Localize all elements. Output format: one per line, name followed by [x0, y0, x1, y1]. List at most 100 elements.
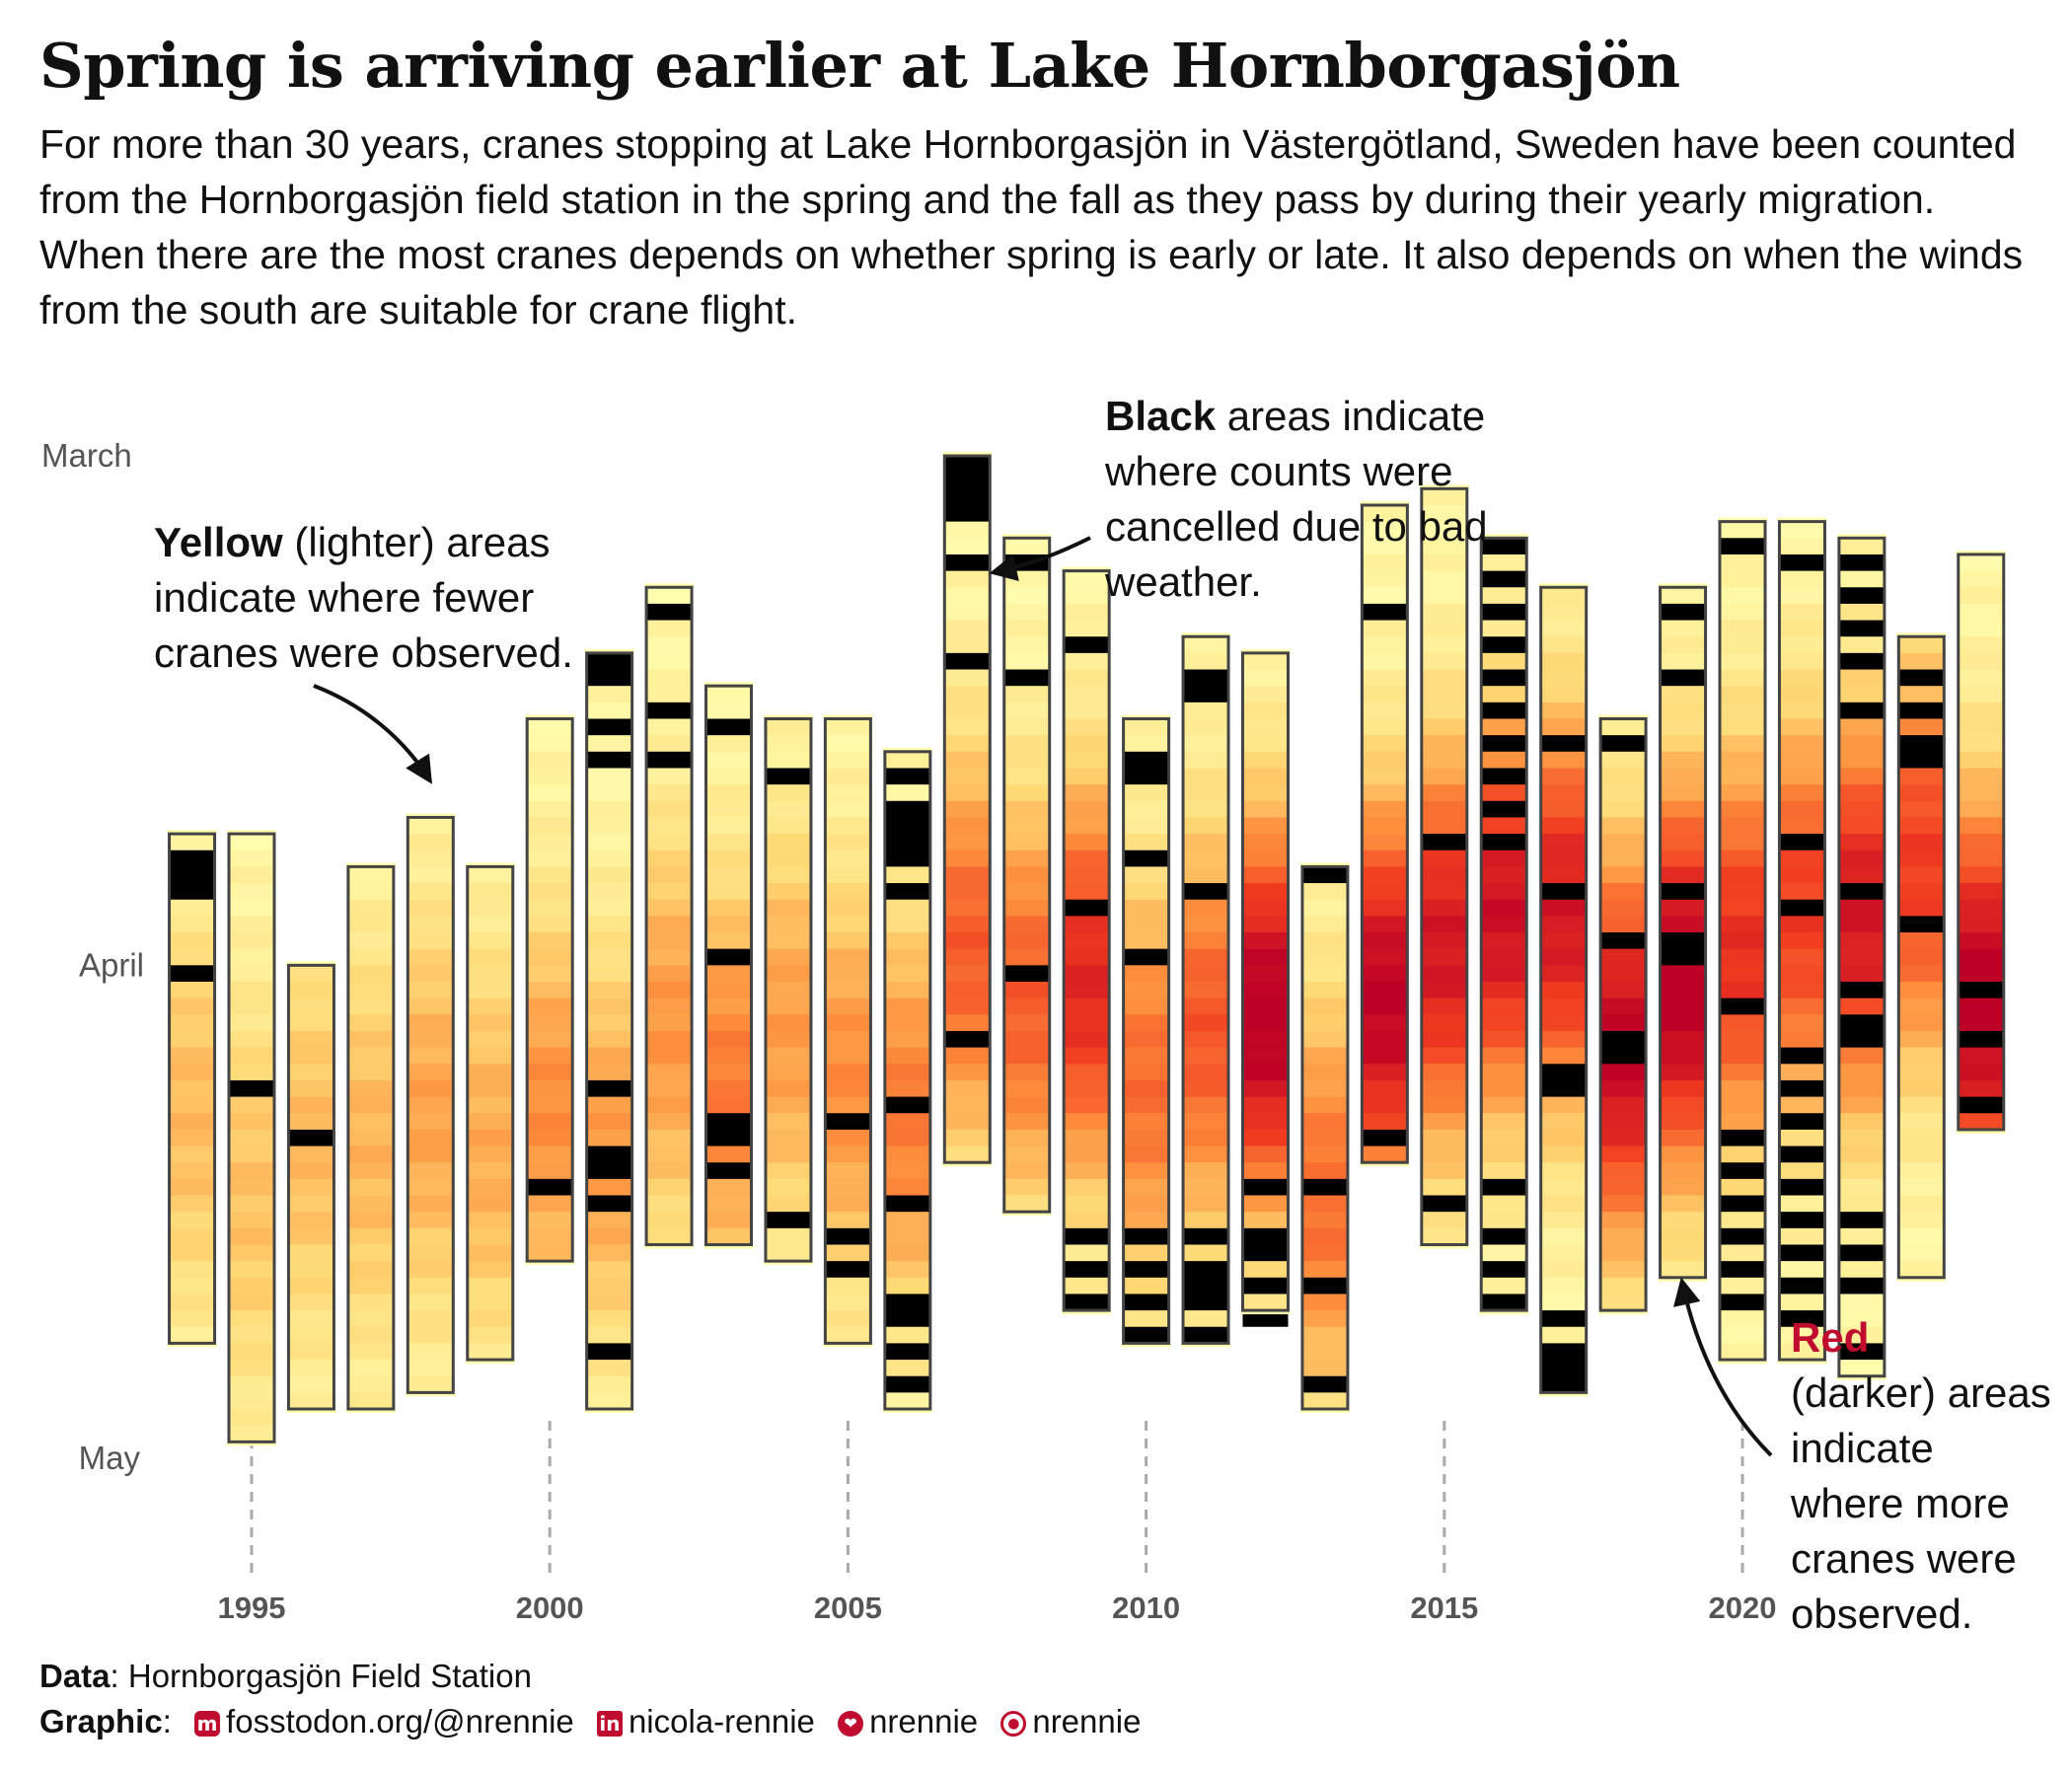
- count-cell: [1540, 652, 1587, 671]
- count-cell: [1481, 1212, 1527, 1229]
- count-cell: [1003, 1014, 1050, 1032]
- cancelled-cell: [1779, 1277, 1825, 1295]
- count-cell: [1838, 916, 1885, 933]
- count-cell: [825, 800, 871, 819]
- count-cell: [1898, 1030, 1945, 1049]
- cancelled-cell: [1600, 932, 1647, 949]
- count-cell: [646, 932, 693, 950]
- data-source-caption: Data: Hornborgasjön Field Station: [39, 1658, 532, 1695]
- count-cell: [1898, 1129, 1945, 1147]
- count-cell: [1660, 1014, 1706, 1032]
- count-cell: [229, 1064, 274, 1081]
- count-cell: [229, 916, 274, 933]
- count-cell: [1481, 998, 1527, 1015]
- cancelled-cell: [1660, 883, 1706, 900]
- count-cell: [288, 1392, 334, 1410]
- cancelled-cell: [1720, 1261, 1765, 1278]
- count-cell: [1421, 817, 1467, 835]
- bar-cap: [1956, 550, 2006, 555]
- count-cell: [1660, 1129, 1706, 1147]
- bluesky-link[interactable]: ❤ nrennie: [838, 1703, 978, 1740]
- mastodon-link[interactable]: m fosstodon.org/@nrennie: [194, 1703, 574, 1740]
- count-cell: [944, 768, 991, 785]
- count-cell: [1183, 965, 1229, 983]
- count-cell: [1362, 1146, 1408, 1163]
- linkedin-link[interactable]: in nicola-rennie: [596, 1703, 815, 1740]
- count-cell: [1898, 1227, 1945, 1246]
- count-cell: [646, 850, 693, 867]
- count-cell: [169, 1195, 215, 1213]
- count-cell: [884, 1326, 930, 1345]
- cancelled-cell: [586, 1146, 632, 1179]
- x-tick-label: 2005: [814, 1591, 882, 1625]
- count-cell: [467, 1244, 513, 1262]
- count-cell: [765, 1129, 811, 1147]
- count-cell: [1660, 751, 1706, 770]
- count-cell: [586, 1096, 632, 1114]
- count-cell: [1064, 751, 1110, 770]
- count-cell: [1660, 834, 1706, 851]
- count-cell: [1720, 1212, 1765, 1229]
- count-cell: [527, 883, 573, 901]
- count-cell: [1362, 702, 1408, 720]
- bar-outline: [1300, 864, 1350, 1411]
- count-cell: [1481, 1244, 1527, 1262]
- count-cell: [1838, 768, 1885, 785]
- count-cell: [1779, 603, 1825, 622]
- count-cell: [407, 1326, 454, 1345]
- count-cell: [1421, 948, 1467, 966]
- bar-cap: [1896, 632, 1947, 637]
- count-cell: [1003, 1113, 1050, 1131]
- count-cell: [1540, 1113, 1587, 1131]
- count-cell: [825, 1195, 871, 1213]
- cancelled-cell: [1064, 636, 1110, 653]
- count-cell: [1242, 817, 1289, 835]
- bar-cap: [1001, 1212, 1052, 1217]
- count-cell: [1242, 1064, 1289, 1081]
- count-cell: [1301, 1096, 1348, 1114]
- count-cell: [407, 948, 454, 966]
- bar-cap: [1240, 1310, 1291, 1315]
- count-cell: [586, 1261, 632, 1279]
- count-cell: [1064, 570, 1110, 588]
- count-cell: [1481, 784, 1527, 802]
- count-cell: [347, 1227, 394, 1246]
- cancelled-cell: [1183, 1227, 1229, 1245]
- count-cell: [1481, 652, 1527, 671]
- yellow-annotation-arrow: [313, 684, 432, 784]
- count-cell: [825, 1162, 871, 1180]
- count-cell: [765, 1146, 811, 1163]
- bar-outline: [168, 832, 217, 1345]
- cancelled-cell: [646, 702, 693, 719]
- count-cell: [229, 866, 274, 884]
- count-cell: [1779, 735, 1825, 753]
- count-cell: [229, 932, 274, 950]
- count-cell: [646, 981, 693, 999]
- count-cell: [1003, 587, 1050, 605]
- cancelled-cell: [1481, 1261, 1527, 1278]
- count-cell: [407, 1064, 454, 1081]
- count-cell: [1123, 1277, 1169, 1295]
- count-cell: [1660, 1162, 1706, 1180]
- cancelled-cell: [288, 1129, 334, 1147]
- count-cell: [884, 899, 930, 917]
- count-cell: [1242, 652, 1289, 671]
- count-cell: [1838, 1227, 1885, 1246]
- count-cell: [1838, 1146, 1885, 1163]
- count-cell: [1242, 998, 1289, 1015]
- count-cell: [1958, 1014, 2004, 1032]
- count-cell: [944, 1014, 991, 1032]
- count-cell: [1242, 1146, 1289, 1163]
- count-cell: [1481, 1195, 1527, 1213]
- count-cell: [705, 1146, 752, 1163]
- github-link[interactable]: ● nrennie: [1000, 1703, 1141, 1740]
- count-cell: [825, 1212, 871, 1229]
- cancelled-cell: [1481, 538, 1527, 555]
- count-cell: [288, 1212, 334, 1229]
- count-cell: [1540, 702, 1587, 720]
- count-cell: [1898, 1178, 1945, 1197]
- cancelled-cell: [229, 1079, 274, 1097]
- count-cell: [407, 1360, 454, 1377]
- count-cell: [944, 1047, 991, 1065]
- count-cell: [1540, 1047, 1587, 1065]
